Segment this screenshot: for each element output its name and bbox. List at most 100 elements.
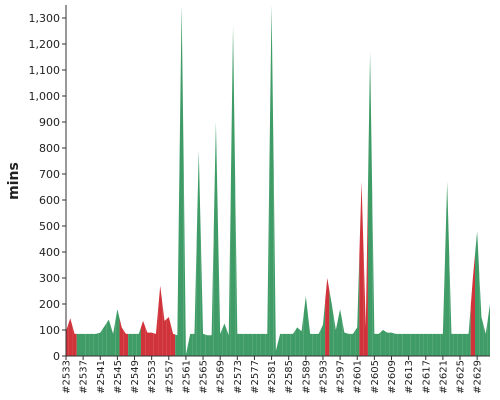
x-tick-label: #2565: [199, 360, 210, 394]
area-point-2544: [110, 321, 116, 356]
area-point-2596: [333, 316, 338, 356]
x-tick-label: #2545: [113, 360, 124, 394]
area-point-2567: [209, 228, 214, 356]
area-point-2562: [188, 333, 193, 356]
y-tick-label: 900: [39, 116, 60, 129]
area-point-2539: [89, 333, 94, 356]
area-point-2585: [286, 333, 291, 356]
area-point-2557: [166, 317, 171, 356]
x-tick-label: #2597: [336, 360, 347, 394]
area-point-2592: [316, 329, 321, 356]
x-tick-label: #2617: [421, 360, 432, 394]
area-point-2575: [243, 333, 249, 356]
x-tick-label: #2541: [96, 360, 107, 394]
area-point-2630: [479, 274, 484, 356]
x-tick-label: #2585: [284, 360, 295, 394]
area-point-2576: [248, 333, 253, 356]
y-tick-label: 1,000: [29, 90, 61, 103]
area-point-2543: [106, 319, 111, 356]
area-point-2619: [432, 333, 437, 356]
area-point-2625: [457, 333, 463, 356]
x-tick-label: #2557: [164, 360, 175, 394]
y-tick-label: 800: [39, 142, 60, 155]
area-point-2607: [380, 330, 386, 356]
area-point-2617: [423, 333, 428, 356]
x-tick-label: #2537: [79, 360, 90, 394]
area-point-2542: [102, 322, 107, 356]
area-point-2541: [98, 329, 103, 356]
area-point-2626: [462, 333, 467, 356]
y-ticks: 0 100 200 300 400 500 600 700 800 900 1,000 1,100 1,…: [29, 12, 66, 363]
area-point-2605: [372, 192, 377, 356]
y-tick-label: 1,200: [29, 38, 61, 51]
area-point-2540: [93, 333, 99, 356]
area-point-2594: [325, 278, 330, 356]
area-point-2602: [359, 181, 364, 356]
area-point-2606: [376, 331, 381, 356]
area-point-undefined: [487, 304, 490, 356]
area-point-2609: [389, 332, 394, 356]
area-point-2584: [282, 333, 287, 356]
y-tick-label: 100: [39, 324, 60, 337]
area-point-2610: [393, 333, 398, 356]
x-tick-label: #2621: [438, 360, 449, 394]
area-point-2604: [367, 51, 373, 357]
area-series: [66, 5, 490, 357]
area-point-2578: [256, 333, 261, 356]
area-point-2548: [128, 333, 133, 356]
area-point-2572: [230, 25, 236, 357]
area-point-2580: [265, 162, 270, 356]
y-tick-label: 600: [39, 194, 60, 207]
x-tick-label: #2561: [181, 360, 192, 394]
area-point-2537: [80, 333, 86, 356]
area-point-2538: [85, 333, 90, 356]
x-tick-label: #2581: [267, 360, 278, 394]
y-tick-label: 500: [39, 220, 60, 233]
area-point-2564: [196, 150, 201, 356]
area-point-2547: [123, 330, 129, 356]
area-point-2566: [205, 334, 210, 356]
area-point-2550: [136, 327, 141, 356]
area-point-2613: [406, 333, 411, 356]
x-tick-label: #2605: [370, 360, 381, 394]
y-tick-label: 700: [39, 168, 60, 181]
area-point-2577: [252, 333, 257, 356]
area-point-2553: [149, 332, 154, 356]
area-point-2621: [440, 257, 446, 356]
area-point-2601: [355, 254, 360, 356]
area-point-2569: [218, 227, 223, 356]
x-tick-label: #2609: [387, 360, 398, 394]
area-point-2622: [445, 181, 450, 356]
area-point-2590: [307, 315, 313, 356]
area-point-2603: [363, 189, 368, 356]
area-point-2616: [419, 333, 424, 356]
area-point-2579: [260, 333, 266, 356]
y-tick-label: 1,100: [29, 64, 61, 77]
area-point-2552: [145, 326, 150, 356]
y-tick-label: 400: [39, 246, 60, 259]
x-tick-label: #2533: [62, 360, 73, 394]
x-tick-label: #2613: [404, 360, 415, 394]
area-point-2555: [158, 285, 163, 356]
area-point-2624: [453, 333, 458, 356]
area-point-2628: [470, 254, 476, 356]
area-point-2545: [115, 309, 120, 356]
area-point-2589: [303, 296, 308, 356]
area-point-2629: [475, 231, 480, 356]
area-point-2583: [278, 333, 283, 356]
area-point-2627: [466, 305, 471, 356]
area-point-2597: [337, 309, 343, 356]
area-point-2631: [483, 318, 488, 356]
area-point-2620: [436, 333, 441, 356]
area-point-2546: [119, 318, 124, 356]
area-point-2549: [132, 333, 137, 356]
area-point-2554: [153, 309, 159, 356]
x-tick-label: #2577: [250, 360, 261, 394]
area-point-2558: [170, 325, 176, 356]
area-point-2551: [140, 320, 146, 356]
x-tick-label: #2549: [130, 360, 141, 394]
area-point-2591: [312, 333, 317, 356]
x-tick-label: #2593: [318, 360, 329, 394]
x-tick-label: #2625: [456, 360, 467, 394]
